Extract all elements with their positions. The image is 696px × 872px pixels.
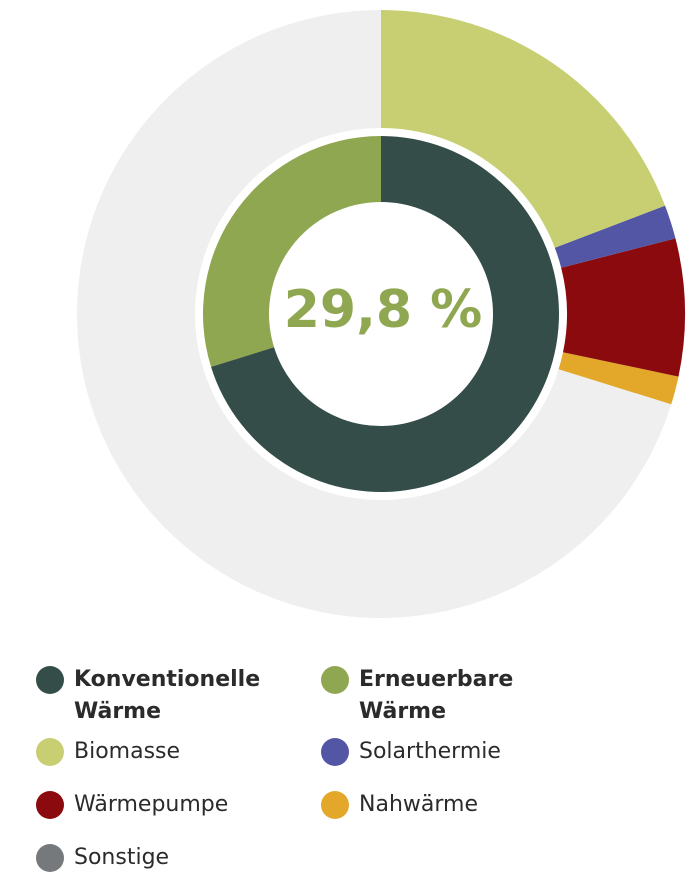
legend-swatch	[36, 738, 64, 766]
legend-label: Nahwärme	[359, 792, 478, 817]
legend-label: Solarthermie	[359, 739, 501, 764]
legend-swatch	[36, 844, 64, 872]
legend-swatch	[36, 791, 64, 819]
outer-segment	[381, 10, 666, 248]
legend-label: Biomasse	[74, 739, 180, 764]
legend: Konventionelle Wärme Erneuerbare Wärme Bioma…	[36, 666, 513, 872]
legend-label: Erneuerbare Wärme	[359, 667, 513, 724]
legend-swatch	[36, 666, 64, 694]
legend-label: Sonstige	[74, 845, 169, 870]
center-label: 29,8 %	[284, 280, 483, 340]
legend-swatch	[321, 666, 349, 694]
outer-segment	[558, 352, 679, 405]
legend-swatch	[321, 791, 349, 819]
outer-segment	[554, 205, 676, 268]
legend-swatch	[321, 738, 349, 766]
inner-segment	[203, 136, 381, 367]
outer-segment	[561, 238, 686, 377]
outer-segment	[76, 10, 672, 618]
legend-label: Konventionelle Wärme	[74, 667, 260, 724]
legend-label: Wärmepumpe	[74, 792, 228, 817]
inner-segment	[211, 136, 560, 493]
